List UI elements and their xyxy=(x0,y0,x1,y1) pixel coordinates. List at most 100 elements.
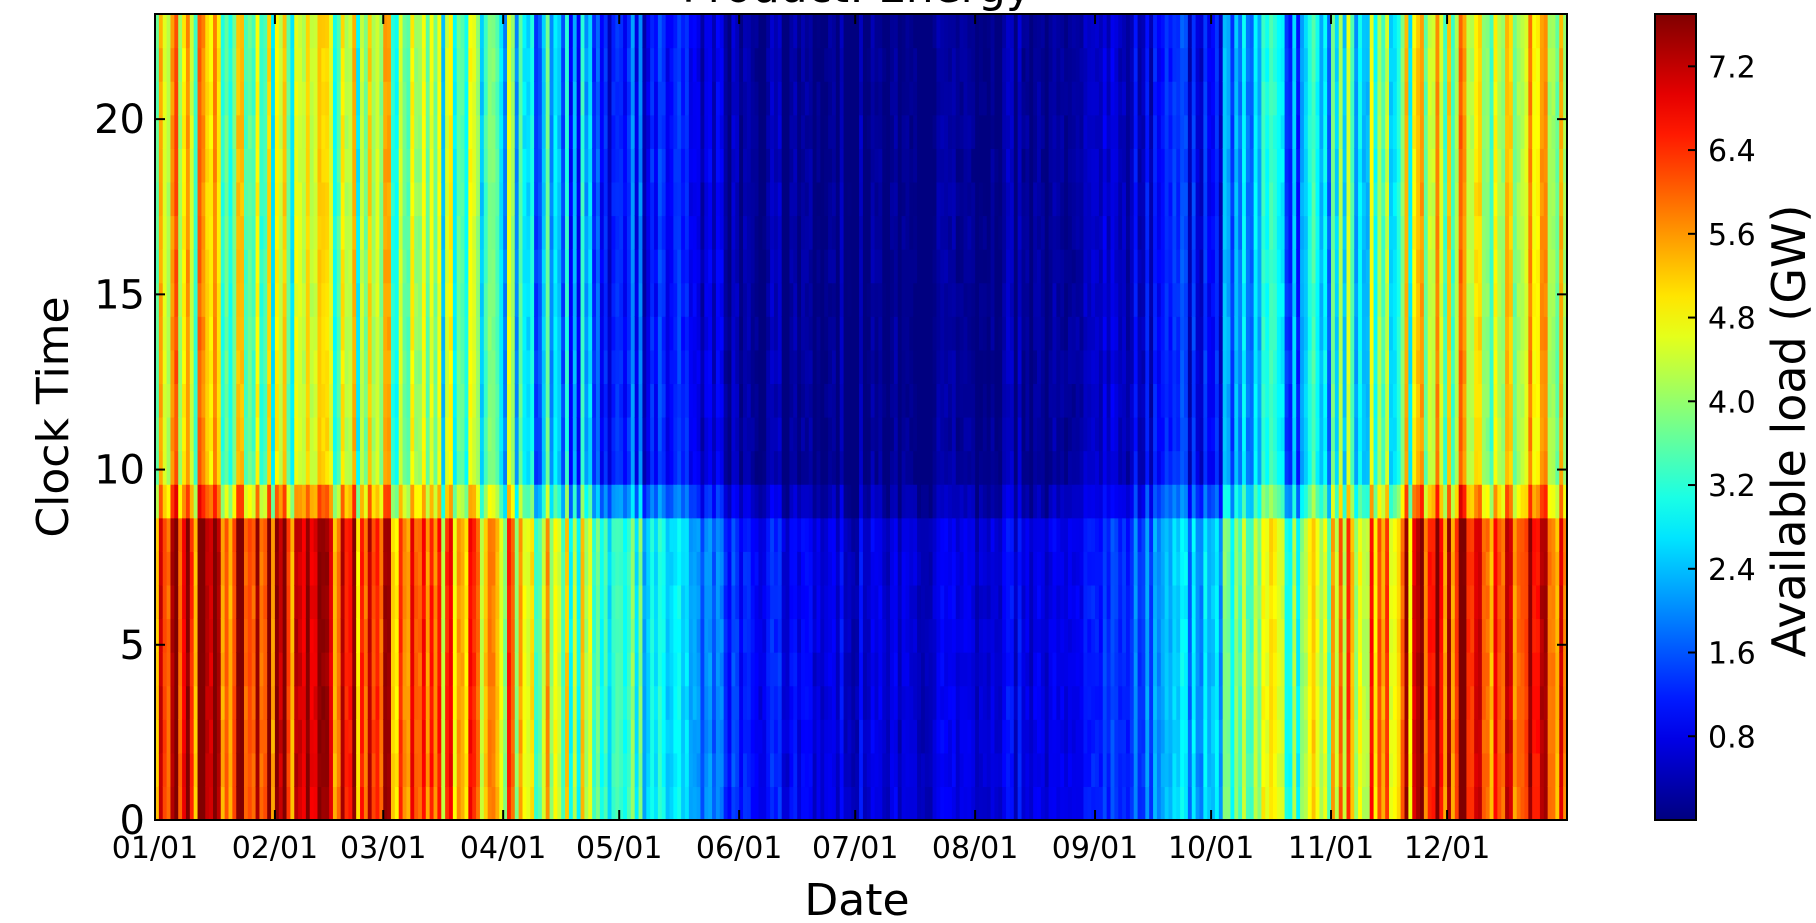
heatmap-cell xyxy=(433,316,438,351)
heatmap-cell xyxy=(704,652,709,687)
heatmap-cell xyxy=(870,517,876,552)
heatmap-cell xyxy=(313,484,319,519)
heatmap-cell xyxy=(839,719,845,754)
heatmap-cell xyxy=(681,282,686,317)
heatmap-cell xyxy=(681,786,686,820)
heatmap-cell xyxy=(715,316,721,351)
heatmap-cell xyxy=(433,249,438,284)
heatmap-cell xyxy=(897,417,903,452)
heatmap-cell xyxy=(596,383,601,418)
heatmap-cell xyxy=(305,417,311,452)
heatmap-cell xyxy=(901,14,907,49)
heatmap-cell xyxy=(638,417,644,452)
heatmap-cell xyxy=(537,584,543,620)
heatmap-cell xyxy=(495,114,500,149)
heatmap-cell xyxy=(216,316,222,351)
heatmap-cell xyxy=(878,383,883,418)
heatmap-cell xyxy=(820,551,825,586)
heatmap-cell xyxy=(421,316,427,351)
heatmap-cell xyxy=(812,652,818,687)
heatmap-cell xyxy=(909,249,914,284)
heatmap-cell xyxy=(425,215,431,250)
heatmap-cell xyxy=(452,282,458,317)
heatmap-cell xyxy=(468,383,473,418)
heatmap-cell xyxy=(452,685,458,720)
heatmap-cell xyxy=(735,14,740,49)
heatmap-cell xyxy=(220,349,226,385)
heatmap-cell xyxy=(905,215,910,250)
heatmap-cell xyxy=(866,349,872,385)
heatmap-cell xyxy=(537,282,543,317)
heatmap-cell xyxy=(681,752,686,788)
heatmap-cell xyxy=(476,618,481,653)
heatmap-cell xyxy=(483,349,489,385)
heatmap-cell xyxy=(313,148,319,183)
heatmap-cell xyxy=(750,148,756,183)
heatmap-cell xyxy=(913,786,918,820)
heatmap-cell xyxy=(305,584,311,620)
heatmap-cell xyxy=(808,282,814,317)
heatmap-cell xyxy=(166,517,172,552)
heatmap-cell xyxy=(255,417,261,452)
heatmap-cell xyxy=(715,383,721,418)
heatmap-cell xyxy=(878,652,883,687)
heatmap-cell xyxy=(541,417,547,452)
heatmap-cell xyxy=(584,349,589,385)
heatmap-cell xyxy=(580,417,585,452)
heatmap-cell xyxy=(696,114,702,149)
heatmap-cell xyxy=(406,584,411,620)
heatmap-cell xyxy=(356,652,361,687)
heatmap-cell xyxy=(197,114,203,149)
heatmap-cell xyxy=(495,618,500,653)
heatmap-cell xyxy=(712,316,717,351)
heatmap-cell xyxy=(874,786,880,820)
heatmap-cell xyxy=(553,282,558,317)
heatmap-cell xyxy=(615,786,620,820)
heatmap-cell xyxy=(626,148,632,183)
heatmap-cell xyxy=(824,114,829,149)
heatmap-cell xyxy=(754,484,760,519)
heatmap-cell xyxy=(189,618,195,653)
heatmap-cell xyxy=(390,349,396,385)
heatmap-cell xyxy=(955,417,961,452)
heatmap-cell xyxy=(704,752,709,788)
heatmap-cell xyxy=(425,47,431,82)
heatmap-cell xyxy=(758,114,763,149)
heatmap-cell xyxy=(905,249,910,284)
heatmap-cell xyxy=(247,450,253,485)
heatmap-cell xyxy=(394,618,400,653)
heatmap-cell xyxy=(209,349,214,385)
heatmap-cell xyxy=(750,685,756,720)
heatmap-cell xyxy=(514,517,520,552)
heatmap-cell xyxy=(723,652,729,687)
heatmap-cell xyxy=(278,282,284,317)
heatmap-cell xyxy=(773,282,779,317)
heatmap-cell xyxy=(414,282,419,317)
heatmap-cell xyxy=(510,786,516,820)
heatmap-cell xyxy=(789,249,794,284)
heatmap-cell xyxy=(708,249,713,284)
heatmap-cell xyxy=(286,181,291,217)
heatmap-cell xyxy=(808,517,814,552)
heatmap-cell xyxy=(754,47,760,82)
heatmap-cell xyxy=(445,752,450,788)
heatmap-cell xyxy=(824,450,829,485)
heatmap-cell xyxy=(835,450,841,485)
heatmap-cell xyxy=(309,181,315,217)
heatmap-cell xyxy=(580,249,585,284)
heatmap-cell xyxy=(654,81,659,116)
heatmap-cell xyxy=(166,584,172,620)
heatmap-cell xyxy=(514,685,520,720)
heatmap-cell xyxy=(336,618,342,653)
heatmap-cell xyxy=(317,551,322,586)
heatmap-cell xyxy=(518,417,524,452)
heatmap-cell xyxy=(615,81,620,116)
heatmap-cell xyxy=(483,383,489,418)
heatmap-cell xyxy=(162,14,168,49)
heatmap-cell xyxy=(398,685,404,720)
heatmap-cell xyxy=(472,652,477,687)
heatmap-cell xyxy=(274,719,280,754)
heatmap-cell xyxy=(503,47,508,82)
heatmap-cell xyxy=(228,719,233,754)
heatmap-cell xyxy=(209,450,214,485)
